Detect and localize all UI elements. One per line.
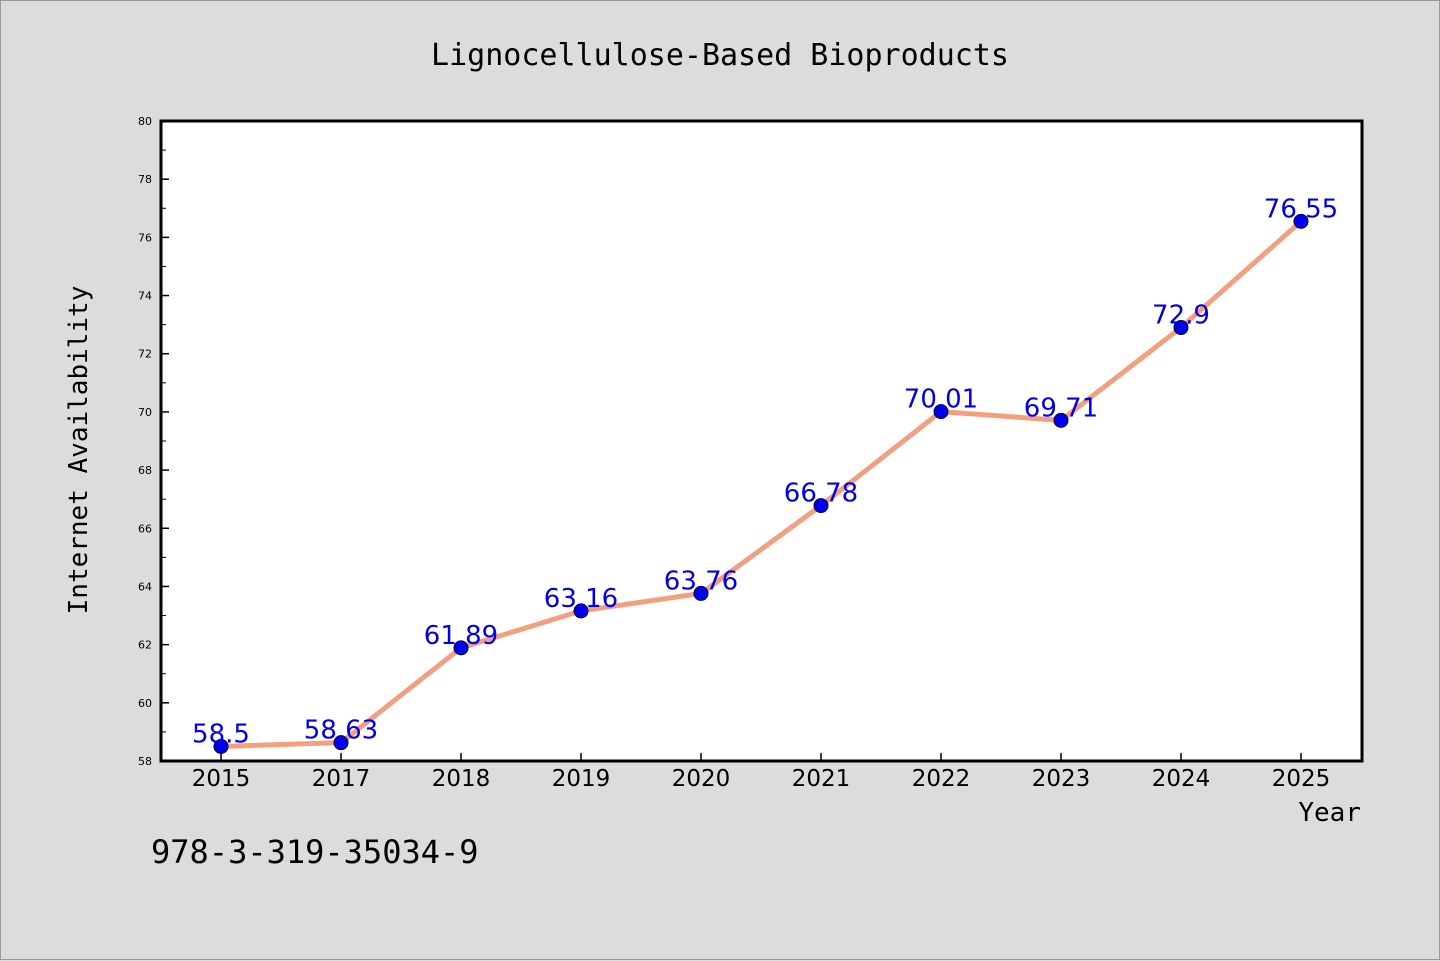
data-label: 72.9 — [1152, 301, 1210, 331]
y-tick-label: 64 — [138, 580, 152, 593]
y-tick-label: 74 — [138, 290, 152, 303]
data-point — [1173, 320, 1189, 336]
y-axis: 58 60 62 64 66 68 70 72 74 76 78 80 — [138, 115, 169, 768]
data-point — [1053, 412, 1069, 428]
data-point — [1293, 213, 1309, 229]
data-label: 63.76 — [664, 566, 738, 596]
data-point — [453, 640, 469, 656]
data-label: 66.78 — [784, 479, 858, 509]
y-tick-label: 62 — [138, 639, 152, 652]
x-axis: 2015 2017 2018 2019 2020 2021 2022 2023 2024 2025 — [192, 753, 1331, 792]
y-tick-label: 66 — [138, 522, 152, 535]
y-tick-label: 80 — [138, 115, 152, 128]
x-tick-label: 2017 — [312, 766, 371, 792]
y-tick-label: 70 — [138, 406, 152, 419]
x-tick-label: 2019 — [552, 766, 611, 792]
footnote-isbn: 978-3-319-35034-9 — [151, 833, 479, 871]
y-tick-label: 60 — [138, 697, 152, 710]
x-tick-label: 2025 — [1272, 766, 1331, 792]
y-tick-label: 76 — [138, 231, 152, 244]
y-tick-label: 78 — [138, 173, 152, 186]
data-label: 63.16 — [544, 584, 618, 614]
data-point — [693, 585, 709, 601]
y-tick-label: 68 — [138, 464, 152, 477]
y-tick-label: 58 — [138, 755, 152, 768]
data-point — [933, 404, 949, 420]
series-markers — [213, 213, 1309, 754]
series-line — [218, 218, 1304, 749]
data-label: 76.55 — [1264, 194, 1338, 224]
x-tick-label: 2021 — [792, 766, 851, 792]
data-label: 69.71 — [1024, 393, 1098, 423]
data-point — [333, 735, 349, 751]
x-tick-label: 2020 — [672, 766, 731, 792]
data-labels: 58.5 58.63 61.89 63.16 63.76 66.78 70.01 69.71 7… — [192, 194, 1338, 749]
data-label: 70.01 — [904, 385, 978, 415]
data-label: 58.5 — [192, 719, 250, 749]
x-tick-label: 2023 — [1032, 766, 1091, 792]
x-tick-label: 2015 — [192, 766, 251, 792]
data-point — [813, 498, 829, 514]
data-point — [573, 603, 589, 619]
x-tick-label: 2018 — [432, 766, 491, 792]
data-label: 58.63 — [304, 716, 378, 746]
x-tick-label: 2024 — [1152, 766, 1211, 792]
chart-title: Lignocellulose-Based Bioproducts — [431, 38, 1009, 73]
plot-area — [159, 119, 1364, 763]
y-axis-label: Internet Availability — [64, 286, 94, 615]
y-tick-label: 72 — [138, 348, 152, 361]
data-point — [213, 738, 229, 754]
data-label: 61.89 — [424, 621, 498, 651]
x-axis-label: Year — [1298, 798, 1361, 828]
x-tick-label: 2022 — [912, 766, 971, 792]
